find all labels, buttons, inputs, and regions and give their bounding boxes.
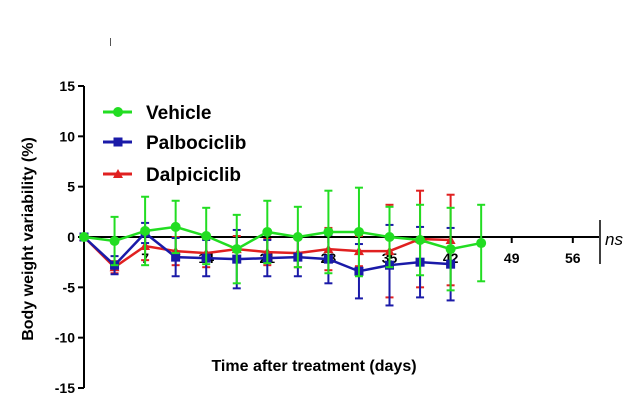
- data-point: [171, 252, 181, 262]
- legend-label: Palbociclib: [146, 133, 246, 154]
- data-point: [140, 225, 151, 236]
- data-point: [292, 232, 303, 242]
- legend-label: Dalpiciclib: [146, 165, 241, 186]
- significance-annotation: ns: [605, 230, 623, 249]
- series-line: [83, 225, 482, 251]
- y-tick-label: 10: [59, 128, 75, 144]
- data-point: [476, 238, 487, 249]
- data-point: [113, 169, 123, 178]
- y-tick-label: 15: [59, 78, 75, 94]
- x-tick-label: 56: [565, 250, 581, 266]
- legend-item-palbociclib: Palbociclib: [103, 133, 246, 154]
- data-point: [201, 230, 212, 241]
- data-point: [231, 244, 242, 255]
- data-point: [79, 232, 89, 242]
- data-point: [353, 226, 364, 237]
- x-tick-label: 49: [504, 250, 520, 266]
- y-tick-label: 5: [67, 179, 75, 195]
- data-point: [323, 226, 334, 237]
- data-point: [384, 232, 395, 242]
- x-axis-label: Time after treatment (days): [211, 358, 416, 375]
- y-tick-label: -5: [63, 279, 76, 295]
- data-point: [170, 221, 181, 232]
- stray-mark: [110, 38, 111, 46]
- data-point: [109, 236, 120, 247]
- plot-area: [79, 186, 487, 307]
- y-tick-label: 0: [67, 229, 75, 245]
- legend-item-dalpiciclib: Dalpiciclib: [103, 165, 241, 186]
- legend-item-vehicle: Vehicle: [103, 103, 212, 124]
- data-point: [415, 235, 426, 246]
- y-axis-label: Body weight variability (%): [20, 137, 37, 341]
- legend-label: Vehicle: [146, 103, 212, 124]
- y-tick-label: -10: [55, 330, 75, 346]
- y-tick-label: -15: [55, 380, 75, 396]
- data-point: [113, 137, 123, 147]
- series-vehicle: [79, 186, 487, 292]
- data-point: [113, 107, 123, 117]
- legend: Vehicle Palbociclib Dalpiciclib: [103, 103, 246, 186]
- data-point: [262, 226, 273, 237]
- data-point: [445, 244, 456, 255]
